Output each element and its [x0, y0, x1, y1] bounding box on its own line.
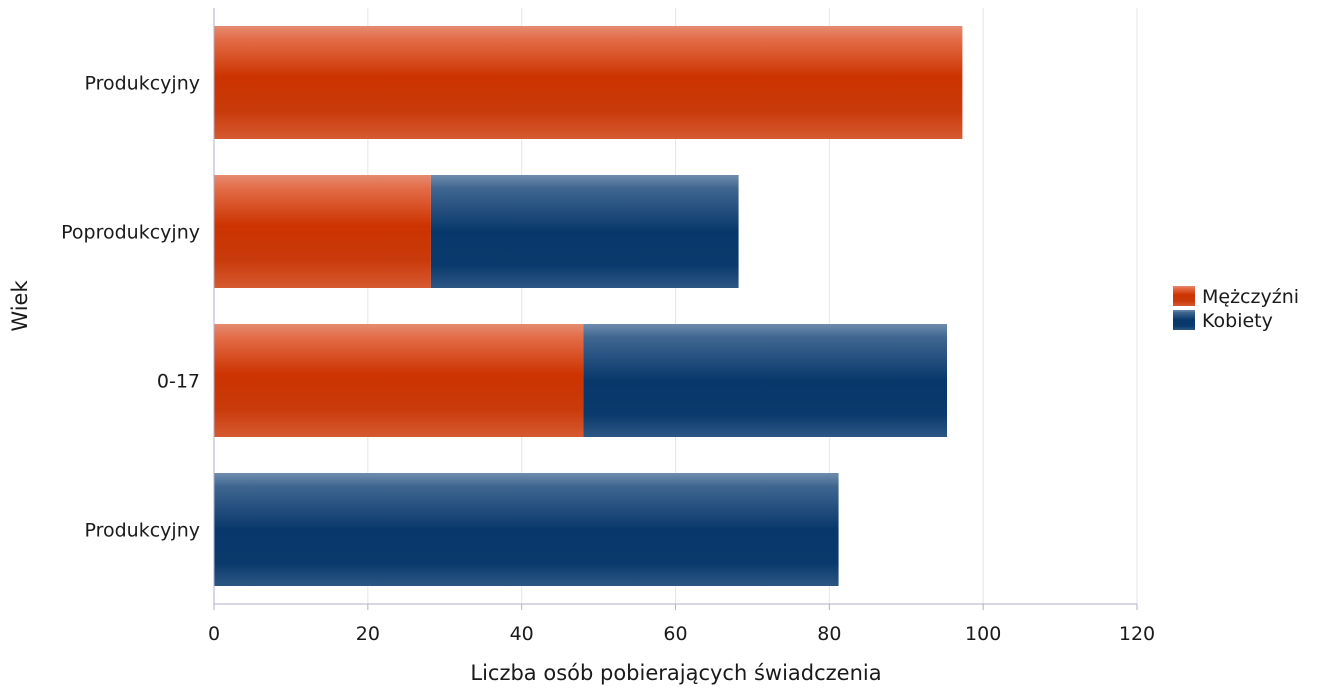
legend-swatch	[1173, 286, 1195, 306]
x-axis-title: Liczba osób pobierających świadczenia	[470, 661, 881, 685]
bar-men	[214, 324, 584, 437]
x-tick-label: 100	[965, 623, 1001, 645]
axes	[213, 8, 1138, 610]
x-tick-label: 40	[510, 623, 534, 645]
y-category-label: Produkcyjny	[84, 520, 200, 542]
y-category-label: Produkcyjny	[84, 73, 200, 95]
x-tick-label: 80	[817, 623, 841, 645]
x-tick-label: 20	[356, 623, 380, 645]
y-category-label: Poprodukcyjny	[61, 222, 200, 244]
x-tick-label: 0	[208, 623, 220, 645]
y-axis-title: Wiek	[8, 280, 32, 332]
x-tick-label: 60	[663, 623, 687, 645]
legend-label: Mężczyźni	[1202, 286, 1299, 308]
bar-men	[214, 175, 431, 288]
labels: 0 20 40 60 80 100 120 Produkcyjny Poprodukcyjny 0…	[61, 73, 1155, 646]
x-tick-label: 120	[1119, 623, 1155, 645]
legend-swatch	[1173, 310, 1195, 330]
bar-men	[214, 26, 963, 139]
bars	[214, 26, 963, 586]
y-category-label: 0-17	[157, 371, 200, 393]
bar-women	[430, 175, 739, 288]
bar-women	[583, 324, 948, 437]
legend-label: Kobiety	[1202, 310, 1273, 332]
bar-women	[214, 473, 839, 586]
